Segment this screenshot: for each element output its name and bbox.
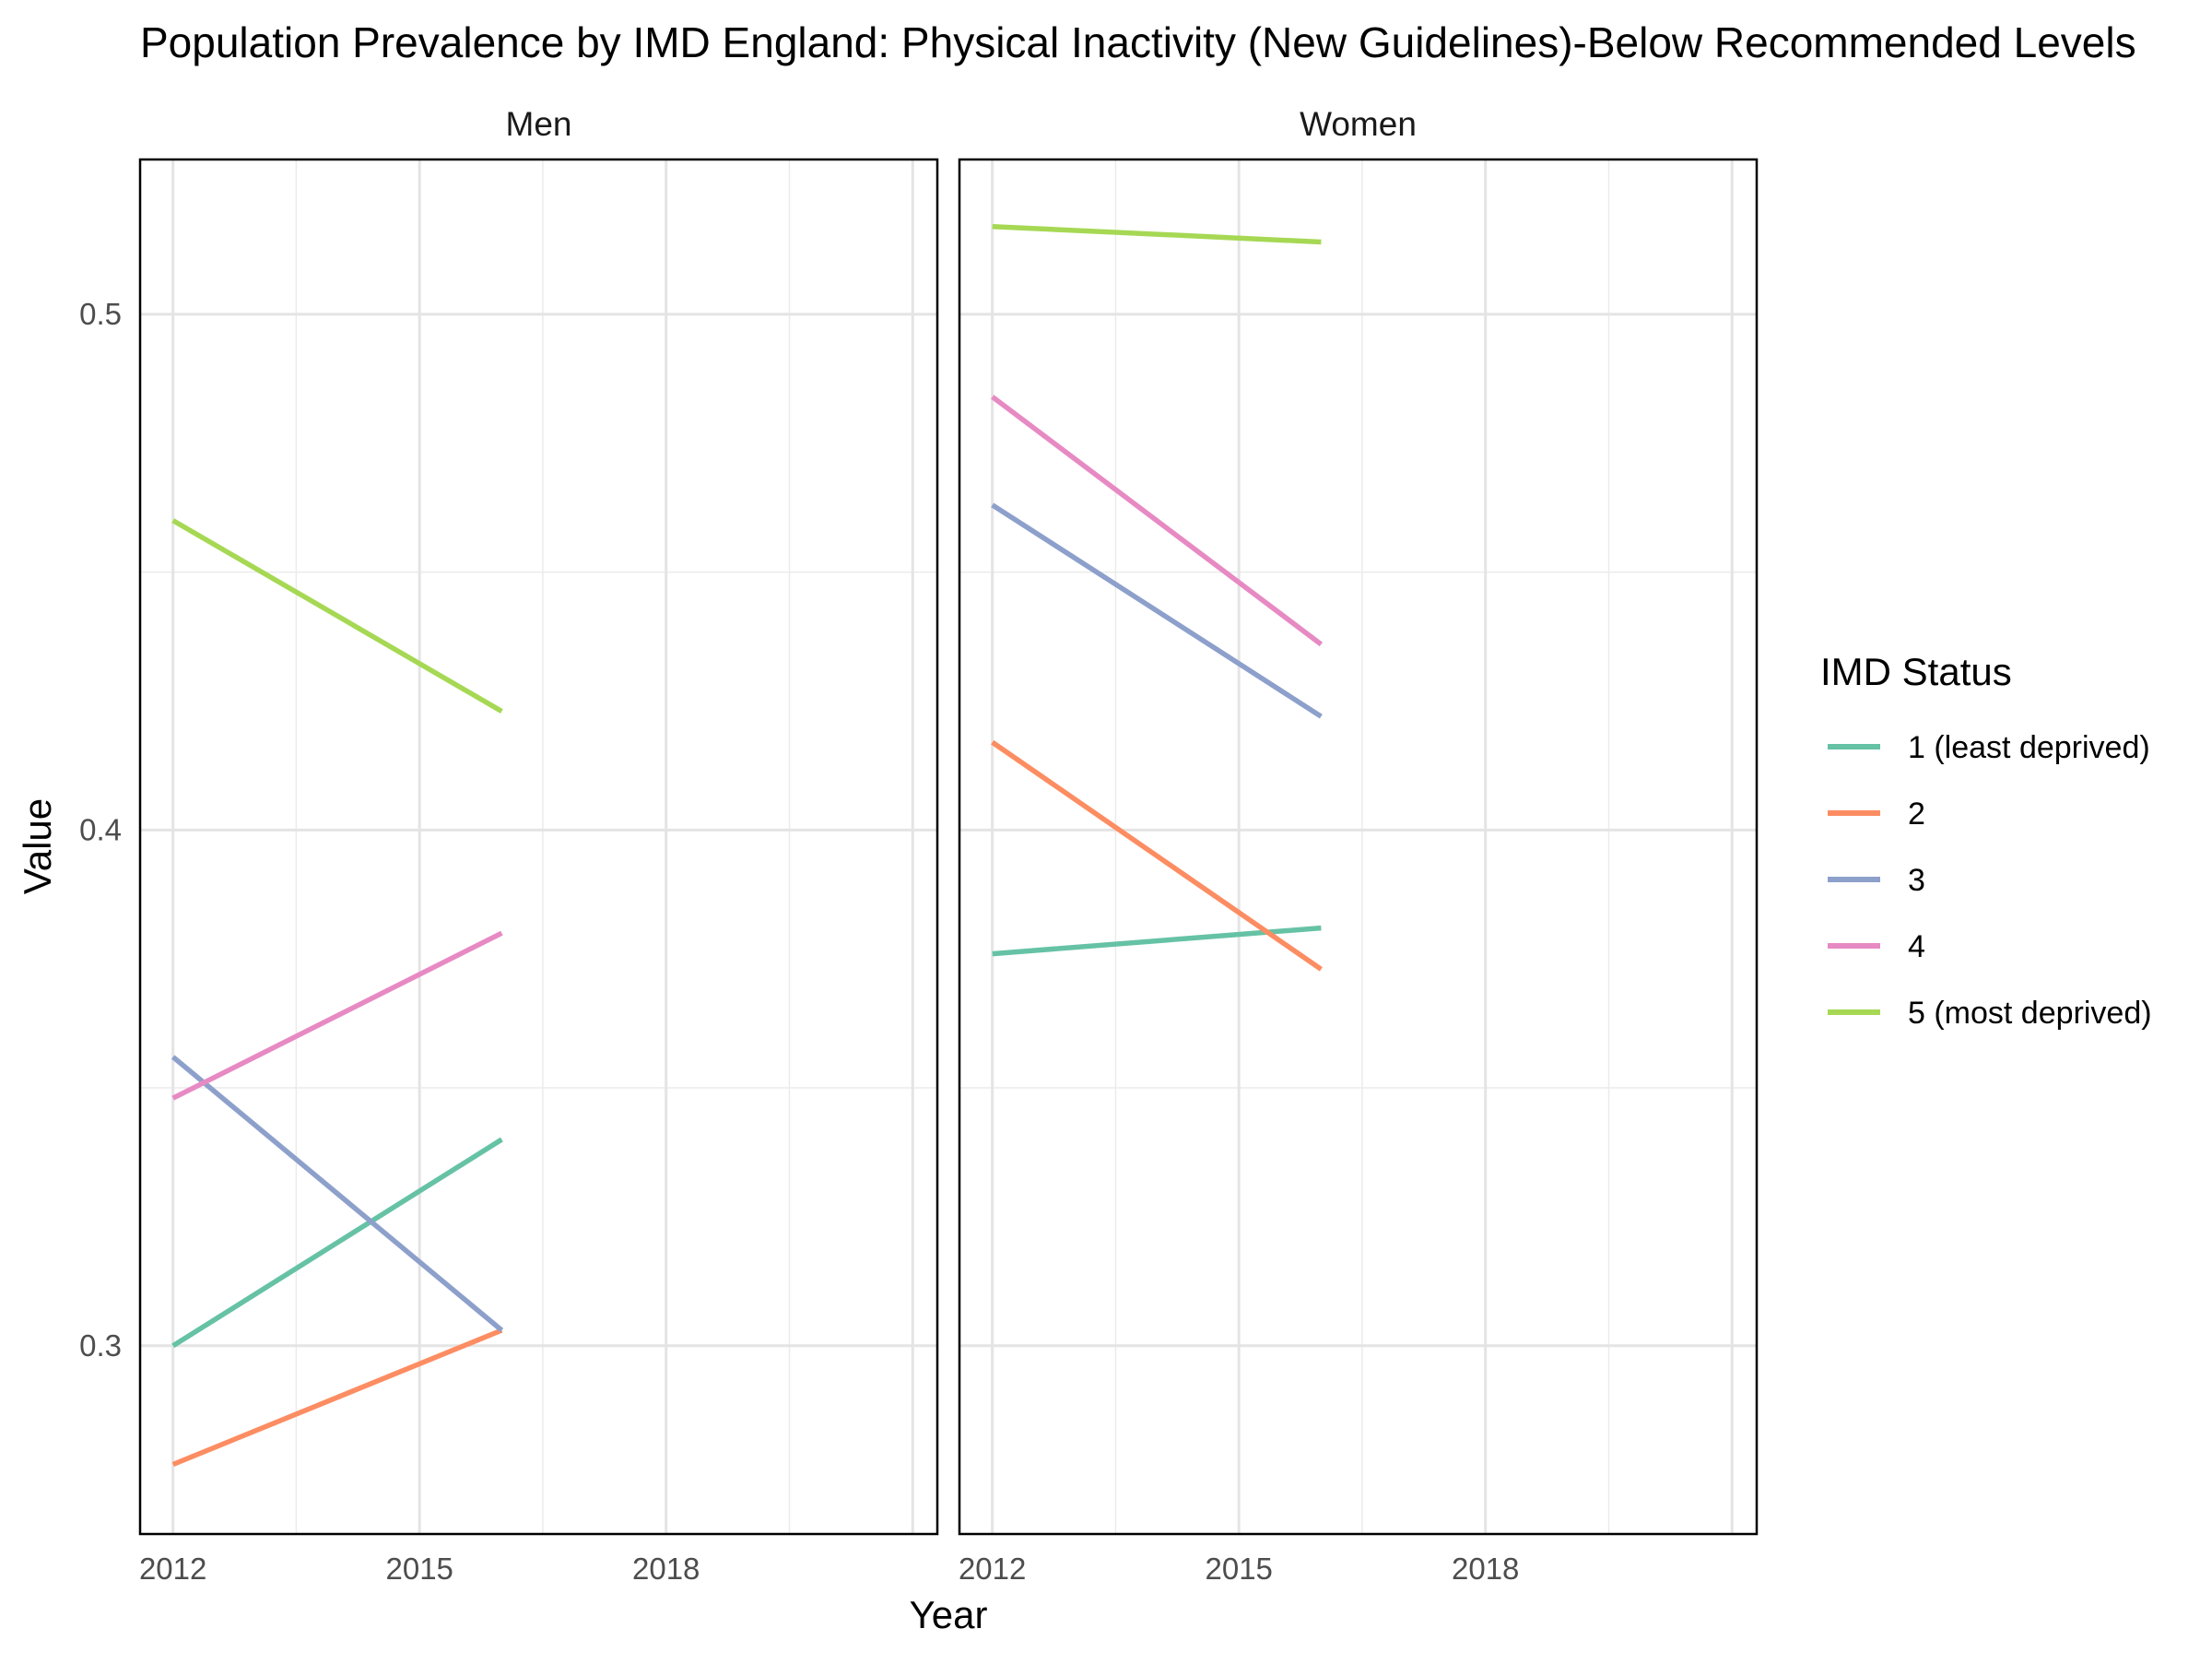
y-tick-label: 0.4	[79, 812, 122, 846]
series-line	[171, 1055, 504, 1333]
legend-label: 5 (most deprived)	[1908, 996, 2152, 1031]
x-tick-label: 2015	[1205, 1552, 1272, 1586]
legend-label: 1 (least deprived)	[1908, 730, 2150, 765]
facet-label: Men	[506, 105, 572, 143]
x-tick-label: 2015	[385, 1552, 453, 1586]
y-tick-label: 0.3	[79, 1328, 122, 1363]
panel-women: Women 2012 2015 2018	[958, 105, 1759, 1586]
legend-label: 2	[1908, 797, 1925, 832]
series-line	[992, 925, 1322, 957]
x-tick-label: 2012	[139, 1552, 206, 1586]
series-line	[991, 395, 1324, 647]
panel-border	[138, 158, 939, 1536]
legend-label: 4	[1908, 929, 1925, 964]
series-line	[171, 518, 503, 714]
facet-label: Women	[1300, 105, 1417, 143]
series-line	[991, 502, 1323, 719]
panel-men: Men 2012 2015 2018 0.3 0.4 0.5	[79, 105, 939, 1586]
series-line	[991, 739, 1323, 972]
series-line	[171, 930, 503, 1101]
legend-item: 4	[1828, 929, 1925, 964]
y-axis-title: Value	[16, 798, 59, 894]
panel-border	[958, 158, 1759, 1536]
chart-title: Population Prevalence by IMD England: Ph…	[140, 18, 2136, 66]
legend-label: 3	[1908, 863, 1925, 898]
series-line	[992, 223, 1322, 245]
legend-title: IMD Status	[1820, 650, 2012, 693]
x-tick-label: 2012	[959, 1552, 1026, 1586]
y-tick-label: 0.5	[79, 297, 122, 331]
legend-item: 5 (most deprived)	[1828, 996, 2152, 1031]
x-tick-label: 2018	[632, 1552, 700, 1586]
legend-item: 1 (least deprived)	[1828, 730, 2150, 765]
series-line	[171, 1328, 503, 1468]
series-line	[171, 1137, 503, 1349]
legend-item: 3	[1828, 863, 1925, 898]
x-axis-title: Year	[910, 1593, 988, 1636]
x-tick-label: 2018	[1452, 1552, 1519, 1586]
legend-item: 2	[1828, 797, 1925, 832]
